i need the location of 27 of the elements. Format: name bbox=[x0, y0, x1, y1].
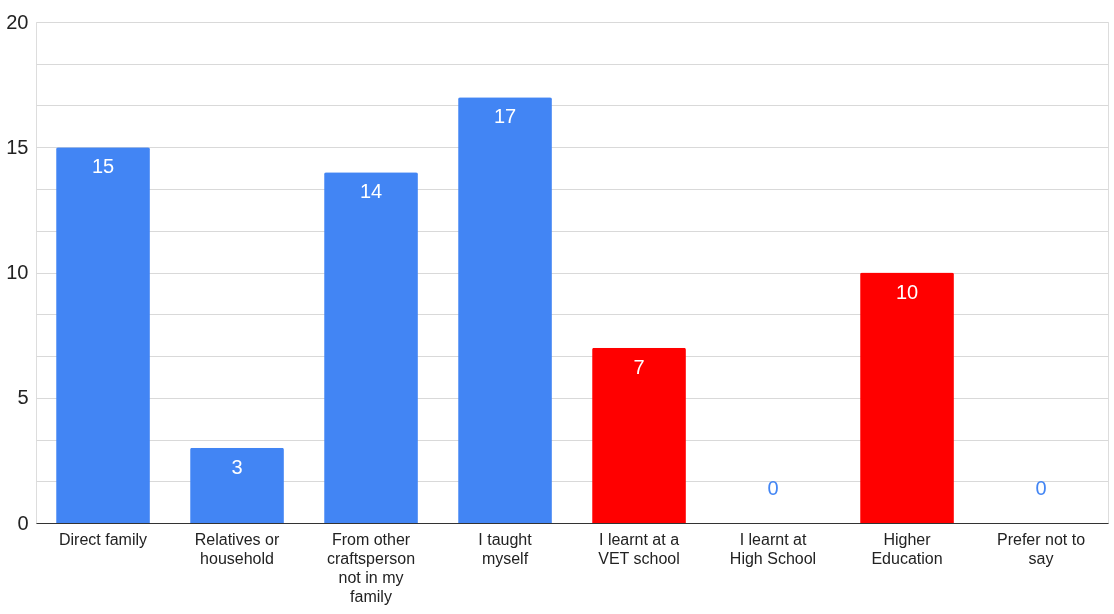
x-tick-label: Prefer not to say bbox=[996, 530, 1086, 567]
data-label: 0 bbox=[1035, 477, 1047, 499]
y-tick-label: 0 bbox=[17, 511, 29, 534]
bar bbox=[592, 347, 686, 523]
bar bbox=[56, 147, 150, 523]
data-label: 14 bbox=[359, 180, 383, 203]
x-tick-label: I learnt at High School bbox=[729, 530, 817, 567]
y-tick-label: 5 bbox=[17, 386, 29, 409]
bar bbox=[860, 272, 954, 523]
data-label: 17 bbox=[493, 105, 517, 128]
x-tick-label: I taught myself bbox=[478, 530, 533, 567]
data-label: 0 bbox=[767, 477, 779, 499]
bar bbox=[190, 447, 284, 523]
x-tick-label: Direct family bbox=[58, 530, 148, 548]
data-label: 10 bbox=[895, 280, 919, 303]
bar bbox=[324, 172, 418, 523]
data-label: 3 bbox=[231, 455, 243, 478]
x-tick-label: Relatives or household bbox=[194, 530, 280, 567]
y-tick-label: 15 bbox=[6, 135, 29, 158]
x-tick-label: Higher Education bbox=[871, 530, 943, 567]
x-tick-label: I learnt at a VET school bbox=[598, 530, 680, 567]
y-tick-label: 20 bbox=[6, 10, 29, 33]
data-label: 7 bbox=[633, 355, 645, 378]
bar bbox=[458, 97, 552, 523]
x-tick-label: From other craftsperson not in my family bbox=[326, 530, 416, 605]
data-label: 15 bbox=[91, 155, 115, 178]
y-tick-label: 10 bbox=[6, 261, 29, 283]
